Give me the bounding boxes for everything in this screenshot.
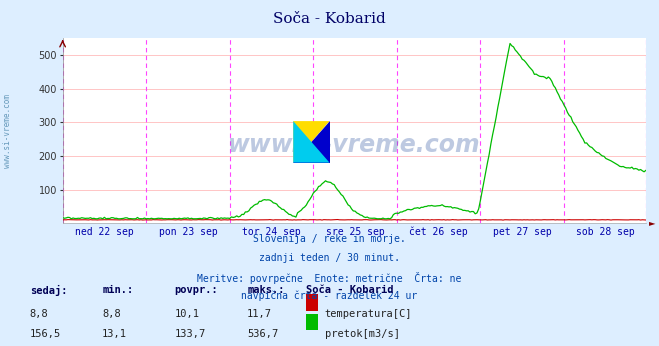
Text: navpična črta - razdelek 24 ur: navpična črta - razdelek 24 ur — [241, 291, 418, 301]
Polygon shape — [293, 121, 330, 163]
Polygon shape — [293, 121, 330, 163]
Text: sre 25 sep: sre 25 sep — [326, 227, 384, 237]
Text: povpr.:: povpr.: — [175, 285, 218, 295]
Text: Slovenija / reke in morje.: Slovenija / reke in morje. — [253, 234, 406, 244]
Text: Meritve: povrpečne  Enote: metrične  Črta: ne: Meritve: povrpečne Enote: metrične Črta:… — [197, 272, 462, 284]
Text: 536,7: 536,7 — [247, 329, 278, 339]
Text: 8,8: 8,8 — [30, 309, 48, 319]
Text: pon 23 sep: pon 23 sep — [159, 227, 217, 237]
Text: temperatura[C]: temperatura[C] — [325, 309, 413, 319]
Text: min.:: min.: — [102, 285, 133, 295]
Text: 156,5: 156,5 — [30, 329, 61, 339]
Text: sedaj:: sedaj: — [30, 285, 67, 297]
Text: maks.:: maks.: — [247, 285, 285, 295]
Text: www.si-vreme.com: www.si-vreme.com — [228, 134, 480, 157]
Text: Soča - Kobarid: Soča - Kobarid — [306, 285, 394, 295]
Text: 133,7: 133,7 — [175, 329, 206, 339]
Text: tor 24 sep: tor 24 sep — [242, 227, 301, 237]
Text: pretok[m3/s]: pretok[m3/s] — [325, 329, 400, 339]
Text: čet 26 sep: čet 26 sep — [409, 227, 468, 237]
Text: ►: ► — [649, 218, 656, 227]
Text: ned 22 sep: ned 22 sep — [75, 227, 134, 237]
Text: sob 28 sep: sob 28 sep — [577, 227, 635, 237]
Text: www.si-vreme.com: www.si-vreme.com — [3, 94, 13, 169]
Text: 13,1: 13,1 — [102, 329, 127, 339]
Polygon shape — [293, 121, 330, 163]
Text: 11,7: 11,7 — [247, 309, 272, 319]
Text: 10,1: 10,1 — [175, 309, 200, 319]
Text: pet 27 sep: pet 27 sep — [493, 227, 552, 237]
Text: 8,8: 8,8 — [102, 309, 121, 319]
Text: Soča - Kobarid: Soča - Kobarid — [273, 12, 386, 26]
Text: zadnji teden / 30 minut.: zadnji teden / 30 minut. — [259, 253, 400, 263]
